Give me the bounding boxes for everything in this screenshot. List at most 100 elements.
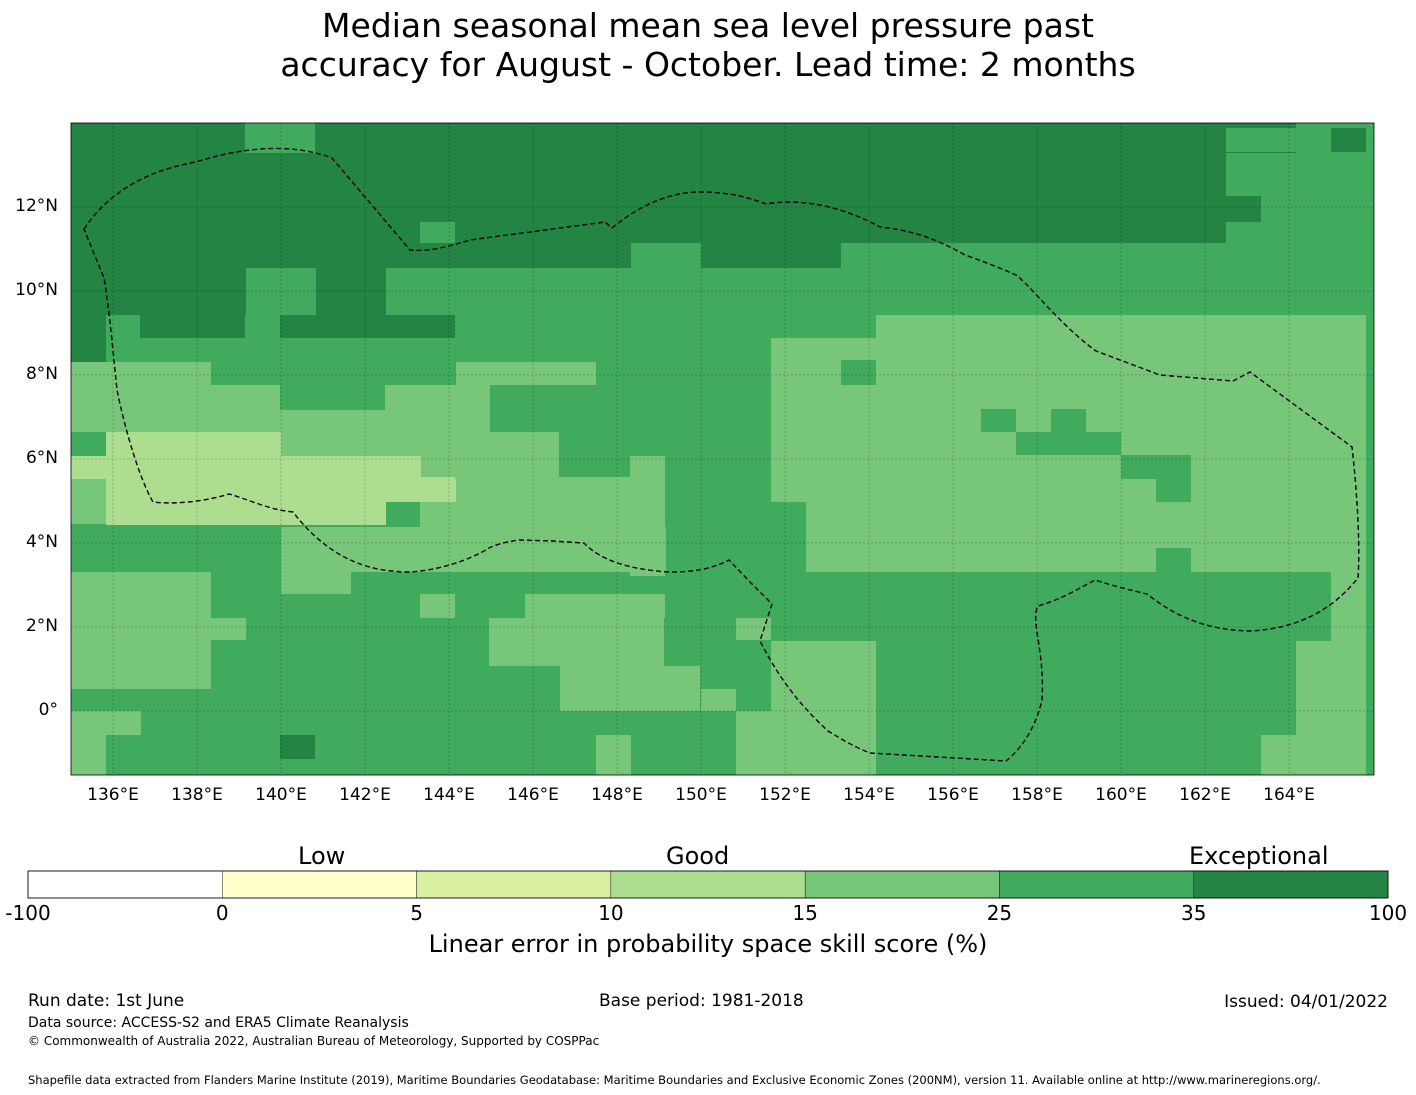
copyright: © Commonwealth of Australia 2022, Austra… xyxy=(28,1034,600,1048)
longitude-tick-label: 164°E xyxy=(1263,785,1315,805)
longitude-tick-label: 136°E xyxy=(87,785,139,805)
skill-region xyxy=(456,362,596,385)
colorbar-tick-label: 15 xyxy=(792,901,818,925)
longitude-tick-label: 144°E xyxy=(423,785,475,805)
skill-region xyxy=(1226,196,1261,222)
skill-region xyxy=(1121,455,1191,479)
title-line-1: Median seasonal mean sea level pressure … xyxy=(322,6,1094,45)
skill-region xyxy=(525,594,665,618)
colorbar-segment xyxy=(610,870,806,899)
skill-region xyxy=(596,735,631,775)
shapefile-credit: Shapefile data extracted from Flanders M… xyxy=(28,1073,1321,1087)
longitude-tick-label: 138°E xyxy=(171,785,223,805)
skill-region xyxy=(420,222,455,243)
colorbar-tick-label: 25 xyxy=(986,901,1013,925)
colorbar-tick-label: -100 xyxy=(5,901,51,925)
skill-region xyxy=(281,572,351,594)
skill-region xyxy=(280,735,315,759)
colorbar-tick-label: 100 xyxy=(1368,901,1408,925)
skill-region xyxy=(420,477,665,527)
colorbar-tick-label: 10 xyxy=(598,901,624,925)
category-low: Low xyxy=(298,842,346,870)
skill-region xyxy=(106,502,386,525)
skill-region xyxy=(71,479,106,524)
skill-grid-cells xyxy=(71,123,1374,775)
skill-region xyxy=(806,548,1156,572)
skill-region xyxy=(736,711,876,775)
skill-region xyxy=(106,479,456,502)
map-title: Median seasonal mean sea level pressure … xyxy=(0,6,1416,84)
skill-region xyxy=(806,525,1366,548)
latitude-tick-label: 6°N xyxy=(25,448,58,468)
skill-region xyxy=(841,641,876,711)
skill-region xyxy=(1156,548,1191,572)
colorbar-tick-label: 0 xyxy=(215,901,229,925)
colorbar-segment xyxy=(27,870,223,899)
skill-region xyxy=(140,315,245,338)
skill-region xyxy=(141,572,176,622)
skill-region xyxy=(489,432,559,482)
skill-region xyxy=(316,268,386,315)
skill-region xyxy=(71,315,106,362)
latitude-tick-label: 0° xyxy=(38,700,58,720)
base-period: Base period: 1981-2018 xyxy=(599,991,804,1011)
skill-region xyxy=(281,527,666,572)
skill-region xyxy=(1261,735,1296,775)
skill-region xyxy=(771,641,841,711)
skill-region xyxy=(489,618,664,666)
data-source: Data source: ACCESS-S2 and ERA5 Climate … xyxy=(28,1015,409,1031)
skill-region xyxy=(140,385,280,435)
skill-region xyxy=(876,315,1366,395)
eez-boundary xyxy=(83,147,1360,762)
colorbar-segment xyxy=(999,870,1194,899)
issued-date: Issued: 04/01/2022 xyxy=(1224,992,1388,1012)
skill-region xyxy=(420,594,455,618)
colorbar-segment xyxy=(222,870,417,899)
colorbar-segment xyxy=(1193,870,1389,899)
skill-region xyxy=(1296,641,1366,775)
longitude-tick-label: 162°E xyxy=(1179,785,1231,805)
longitude-tick-label: 150°E xyxy=(675,785,727,805)
skill-region xyxy=(701,243,841,268)
category-exceptional: Exceptional xyxy=(1189,842,1329,870)
skill-region xyxy=(71,711,106,775)
skill-region xyxy=(1191,548,1366,572)
run-date: Run date: 1st June xyxy=(28,991,185,1011)
title-line-2: accuracy for August - October. Lead time… xyxy=(280,45,1136,84)
skill-region xyxy=(211,618,246,640)
skill-region xyxy=(981,409,1016,432)
longitude-tick-label: 152°E xyxy=(759,785,811,805)
skill-region xyxy=(1226,128,1321,152)
longitude-tick-label: 146°E xyxy=(507,785,559,805)
skill-region xyxy=(806,385,876,525)
skill-region xyxy=(106,711,141,735)
skill-region xyxy=(1331,572,1366,642)
latitude-tick-label: 12°N xyxy=(15,196,58,216)
skill-region xyxy=(1016,432,1121,455)
skill-region xyxy=(280,315,455,338)
longitude-tick-label: 154°E xyxy=(843,785,895,805)
skill-region xyxy=(71,268,246,315)
skill-region xyxy=(701,689,736,711)
latitude-tick-label: 10°N xyxy=(15,280,58,300)
latitude-tick-label: 8°N xyxy=(25,364,58,384)
longitude-tick-label: 160°E xyxy=(1095,785,1147,805)
category-good: Good xyxy=(666,842,730,870)
map-gridlines xyxy=(71,123,1374,775)
longitude-tick-label: 156°E xyxy=(927,785,979,805)
colorbar-segment xyxy=(804,870,1000,899)
skill-region xyxy=(1156,479,1191,502)
longitude-tick-label: 148°E xyxy=(591,785,643,805)
colorbar-tick-label: 35 xyxy=(1180,901,1207,925)
longitude-tick-label: 142°E xyxy=(339,785,391,805)
skill-region xyxy=(71,456,421,479)
skill-region xyxy=(560,666,700,711)
longitude-tick-label: 140°E xyxy=(255,785,307,805)
skill-region xyxy=(106,432,281,457)
skill-region xyxy=(771,502,806,525)
skill-region xyxy=(1051,409,1086,432)
latitude-tick-label: 4°N xyxy=(25,532,58,552)
skill-region xyxy=(841,338,876,360)
